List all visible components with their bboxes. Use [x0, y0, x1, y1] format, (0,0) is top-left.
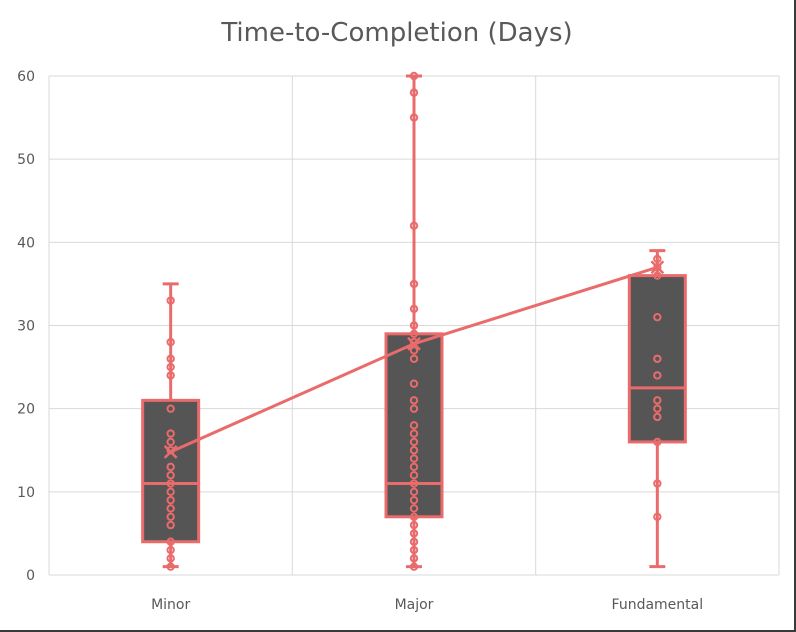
data-point	[409, 321, 419, 330]
data-point	[166, 512, 175, 521]
data-point	[653, 371, 662, 380]
data-point	[653, 396, 662, 405]
data-point	[409, 421, 419, 430]
y-tick-label: 40	[17, 235, 35, 251]
data-point	[409, 404, 419, 413]
data-point	[409, 537, 419, 546]
data-point	[409, 354, 419, 363]
data-point	[166, 371, 175, 380]
data-point	[653, 354, 662, 363]
data-point	[166, 354, 175, 363]
y-tick-label: 20	[17, 402, 35, 418]
x-category-label: Minor	[151, 597, 190, 613]
data-point	[653, 312, 662, 322]
data-point	[653, 479, 662, 488]
mean-line	[170, 265, 658, 454]
data-point	[409, 446, 419, 455]
data-point	[409, 304, 419, 314]
data-point	[409, 346, 419, 355]
data-point	[653, 512, 662, 521]
data-point	[653, 437, 662, 447]
data-point	[409, 454, 419, 463]
y-tick-label: 60	[17, 69, 35, 85]
data-point	[409, 221, 419, 230]
data-point	[653, 263, 662, 272]
data-point	[166, 337, 175, 347]
box-fundamental	[627, 274, 687, 444]
data-point	[409, 429, 419, 438]
y-tick-label: 30	[17, 319, 35, 335]
data-point	[409, 554, 419, 563]
data-point	[409, 495, 419, 505]
data-point	[166, 520, 175, 530]
data-point	[409, 71, 419, 81]
box-minor	[141, 398, 201, 544]
data-point	[409, 504, 419, 513]
y-tick-label: 50	[17, 152, 35, 168]
data-point	[409, 279, 419, 289]
data-point	[409, 379, 419, 388]
data-point	[653, 404, 662, 413]
data-point	[166, 437, 175, 447]
data-point	[166, 362, 175, 372]
data-point	[409, 487, 419, 497]
y-tick-label: 10	[17, 485, 35, 501]
data-point	[409, 512, 419, 521]
data-point	[166, 537, 175, 546]
data-point	[166, 446, 175, 455]
data-point	[409, 520, 419, 530]
data-point	[166, 296, 175, 305]
data-point	[166, 562, 175, 571]
data-point	[409, 329, 419, 339]
x-category-label: Fundamental	[612, 597, 704, 613]
data-point	[409, 462, 419, 472]
data-point	[166, 462, 175, 472]
data-point	[409, 479, 419, 488]
data-point	[166, 487, 175, 497]
x-category-label: Major	[395, 597, 434, 613]
data-point	[409, 562, 419, 571]
data-point	[409, 88, 419, 97]
data-point	[166, 495, 175, 505]
data-point	[409, 113, 419, 122]
data-point	[166, 471, 175, 480]
data-point	[166, 479, 175, 488]
data-point	[653, 271, 662, 280]
data-point	[409, 396, 419, 405]
data-point	[166, 554, 175, 563]
data-point	[653, 254, 662, 264]
data-point	[166, 545, 175, 555]
data-point	[409, 471, 419, 480]
data-point	[166, 404, 175, 413]
data-point	[653, 412, 662, 422]
data-point	[166, 429, 175, 438]
chart-title: Time-to-Completion (Days)	[221, 18, 573, 48]
y-tick-label: 0	[26, 568, 35, 584]
data-point	[166, 504, 175, 513]
data-point	[409, 437, 419, 447]
data-point	[409, 337, 419, 347]
data-point	[409, 529, 419, 538]
data-point	[409, 545, 419, 555]
